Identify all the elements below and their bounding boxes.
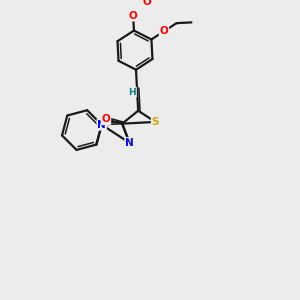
- Text: H: H: [128, 88, 136, 97]
- Text: O: O: [142, 0, 151, 7]
- Text: N: N: [97, 120, 106, 130]
- Text: O: O: [129, 11, 137, 21]
- Text: N: N: [125, 138, 134, 148]
- Text: S: S: [152, 117, 159, 127]
- Text: O: O: [160, 26, 168, 36]
- Text: O: O: [102, 114, 110, 124]
